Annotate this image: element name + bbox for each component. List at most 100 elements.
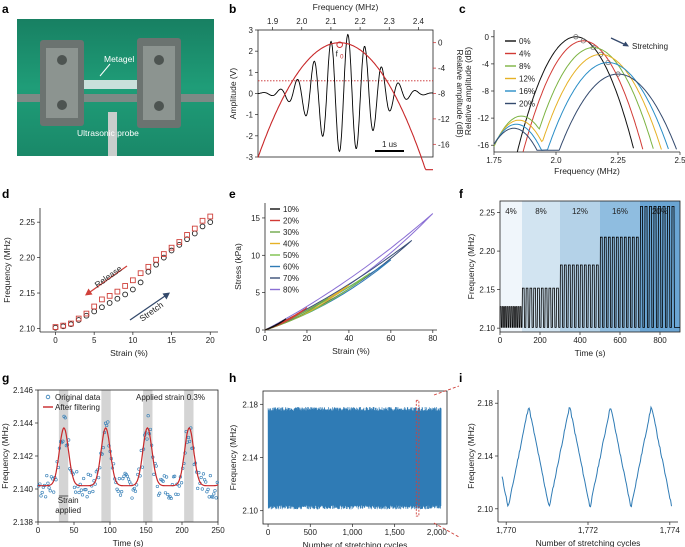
legend-label: 30% bbox=[283, 228, 299, 237]
data-point bbox=[130, 496, 134, 500]
y-tick-label: -16 bbox=[477, 141, 489, 150]
x-tick-label: 1,772 bbox=[578, 526, 599, 535]
data-point bbox=[126, 477, 131, 481]
release-point bbox=[130, 277, 136, 284]
legend-label: 4% bbox=[519, 50, 531, 59]
y-tick-label: 2.25 bbox=[19, 218, 35, 227]
data-point bbox=[132, 486, 136, 491]
peak-marker bbox=[580, 38, 586, 44]
data-point bbox=[48, 489, 52, 493]
zoom-connector bbox=[433, 385, 460, 538]
photo-panel-a: Metagel Ultrasonic probe bbox=[17, 19, 214, 156]
panel-letter-h: h bbox=[229, 371, 236, 385]
data-point bbox=[133, 489, 138, 493]
chart-h: 0 500 1,000 1,500 2,000 2.10 2.14 2.18 Number of… bbox=[228, 390, 447, 547]
legend-label: 10% bbox=[283, 205, 299, 214]
data-point bbox=[212, 492, 216, 496]
y-tick-label: 0 bbox=[256, 326, 261, 335]
release-point bbox=[191, 225, 198, 232]
y-tick-label: -3 bbox=[246, 153, 254, 162]
y-tick-label: 2.15 bbox=[19, 289, 35, 298]
data-point bbox=[52, 490, 56, 494]
stretch-point bbox=[122, 291, 128, 298]
legend-marker-original bbox=[45, 394, 51, 400]
y-tick-label: 2.14 bbox=[242, 454, 258, 463]
release-point bbox=[99, 296, 105, 303]
data-point bbox=[79, 488, 83, 492]
legend-label: 16% bbox=[519, 87, 535, 96]
series-8pct bbox=[493, 47, 654, 149]
annotation-applied-strain: Applied strain 0.3% bbox=[136, 393, 205, 402]
data-point bbox=[77, 490, 81, 495]
x-tick-label: 2.25 bbox=[610, 156, 626, 165]
series-16pct bbox=[493, 61, 669, 151]
panel-letter-g: g bbox=[2, 371, 9, 385]
y-axis-label: Frequency (MHz) bbox=[466, 234, 476, 300]
x-tick-label: 200 bbox=[175, 526, 189, 535]
x-tick-label: 60 bbox=[386, 334, 395, 343]
x-tick-label: 0 bbox=[36, 526, 41, 535]
x-tick-label: 0 bbox=[266, 528, 271, 537]
strain-band-label: 16% bbox=[612, 207, 628, 216]
data-point bbox=[46, 481, 50, 485]
data-point bbox=[125, 474, 130, 478]
y-tick-label: 2.146 bbox=[13, 386, 34, 395]
x-tick-label: 10 bbox=[128, 336, 137, 345]
data-point bbox=[169, 496, 173, 500]
y-tick-label: 2.10 bbox=[242, 507, 258, 516]
strain-window bbox=[143, 390, 153, 522]
x-tick-label: 1,500 bbox=[385, 528, 406, 537]
data-point bbox=[106, 420, 110, 424]
photo-metagel-strip bbox=[84, 80, 137, 89]
annotation-stretching: Stretching bbox=[632, 42, 668, 51]
release-point bbox=[91, 303, 98, 310]
photo-rod bbox=[17, 94, 214, 102]
y-tick-label: 10 bbox=[251, 251, 260, 260]
legend-label: 20% bbox=[283, 217, 299, 226]
data-point bbox=[155, 484, 159, 489]
photo-ultrasonic-probe bbox=[108, 112, 117, 156]
stretch-point bbox=[130, 286, 136, 293]
label-release: Release bbox=[93, 263, 124, 290]
data-point bbox=[73, 490, 78, 494]
plot-frame bbox=[499, 200, 681, 333]
data-point bbox=[166, 492, 170, 497]
legend-label: 20% bbox=[519, 100, 535, 109]
y-axis-label: Frequency (MHz) bbox=[466, 423, 476, 489]
x-tick-label: 400 bbox=[573, 336, 587, 345]
data-point bbox=[45, 474, 49, 478]
x-tick-label: 800 bbox=[653, 336, 667, 345]
strain-band-label: 4% bbox=[505, 207, 517, 216]
y-tick-label: 2.25 bbox=[479, 209, 495, 218]
y-tick-label: -8 bbox=[482, 87, 490, 96]
release-point bbox=[145, 263, 152, 270]
x-tick-label: 20 bbox=[206, 336, 215, 345]
release-point bbox=[60, 322, 67, 329]
data-point bbox=[116, 489, 120, 493]
panel-letter-f: f bbox=[459, 187, 464, 201]
x-tick-label: 5 bbox=[92, 336, 97, 345]
x-axis-label: Number of stretching cycles bbox=[303, 540, 408, 547]
annotation-f0: f bbox=[336, 50, 339, 59]
x-tick-label: 1,770 bbox=[496, 526, 517, 535]
label-applied: applied bbox=[55, 506, 81, 515]
legend-original: Original data bbox=[55, 393, 101, 402]
y-axis-label: Frequency (MHz) bbox=[0, 423, 10, 489]
stretch-point bbox=[114, 295, 121, 302]
data-point bbox=[105, 423, 109, 428]
data-point bbox=[83, 488, 87, 492]
y-tick-label: 2.18 bbox=[242, 400, 258, 409]
data-point bbox=[80, 493, 85, 497]
y-tick-label: 2.15 bbox=[479, 286, 495, 295]
stretch-point bbox=[199, 223, 206, 230]
data-point bbox=[145, 437, 149, 441]
x-axis-label: Strain (%) bbox=[332, 346, 370, 356]
series-0pct bbox=[516, 36, 634, 153]
release-arrow-head bbox=[85, 288, 93, 296]
series-10pct bbox=[264, 318, 287, 331]
data-point bbox=[40, 490, 44, 495]
data-point bbox=[72, 485, 77, 489]
data-point bbox=[88, 473, 93, 477]
photo-screw bbox=[154, 55, 164, 65]
